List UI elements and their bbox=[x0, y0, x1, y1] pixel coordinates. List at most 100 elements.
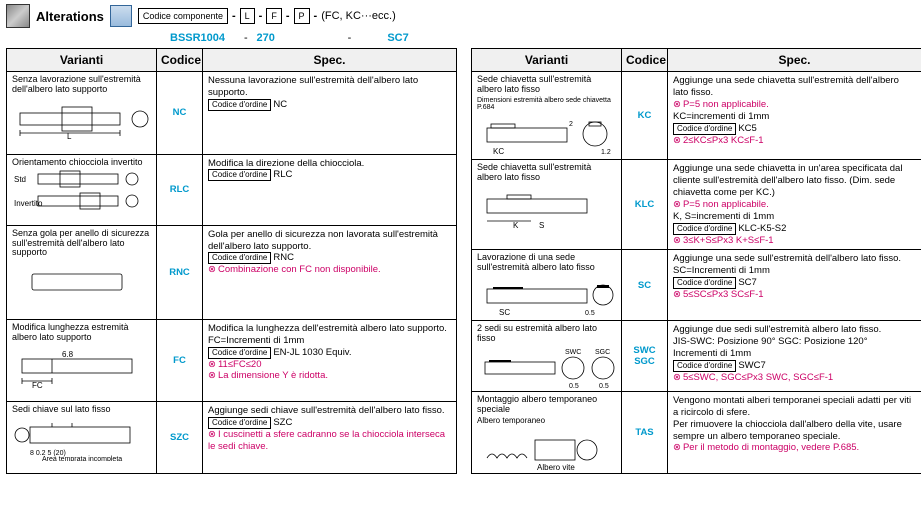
svg-text:Invertito: Invertito bbox=[14, 199, 43, 208]
variant-cell: Modifica lunghezza estremità albero lato… bbox=[7, 319, 157, 402]
col-varianti-r: Varianti bbox=[472, 49, 622, 72]
spec-cell: Aggiunge sedi chiave sull'estremità dell… bbox=[203, 402, 457, 473]
table-row: Orientamento chiocciola invertito Std Inve… bbox=[7, 154, 457, 225]
svg-text:S: S bbox=[539, 221, 544, 229]
example-row: BSSR1004 - 270 - SC7 bbox=[0, 32, 921, 44]
code-cell: RLC bbox=[157, 154, 203, 225]
code-cell: SZC bbox=[157, 402, 203, 473]
code-cell: KC bbox=[622, 72, 668, 160]
variant-diagram: KC 2 1.2 bbox=[477, 114, 616, 156]
col-codice-r: Codice bbox=[622, 49, 668, 72]
spec-cell: Modifica la direzione della chiocciola.C… bbox=[203, 154, 457, 225]
svg-text:KC: KC bbox=[493, 147, 504, 156]
variant-title: Lavorazione di una sede sull'estremità a… bbox=[477, 253, 616, 273]
variant-title: Sede chiavetta sull'estremità albero lat… bbox=[477, 75, 616, 95]
spec-cell: Nessuna lavorazione sull'estremità dell'… bbox=[203, 72, 457, 155]
svg-text:6.8: 6.8 bbox=[62, 350, 74, 359]
table-row: Modifica lunghezza estremità albero lato… bbox=[7, 319, 457, 402]
pattern-P: P bbox=[294, 8, 310, 24]
svg-text:0.5: 0.5 bbox=[569, 383, 579, 390]
code-cell: KLC bbox=[622, 160, 668, 250]
svg-text:0.5: 0.5 bbox=[599, 383, 609, 390]
code-cell: SWCSGC bbox=[622, 321, 668, 392]
example-L: 270 bbox=[252, 32, 280, 44]
code-cell: RNC bbox=[157, 225, 203, 319]
table-row: Sedi chiave sul lato fisso 8 0.2 5 (20)Ar… bbox=[7, 402, 457, 473]
left-table: Varianti Codice Spec. Senza lavorazione … bbox=[6, 48, 457, 474]
variant-title: Senza gola per anello di sicurezza sull'… bbox=[12, 229, 151, 259]
spec-cell: Aggiunge una sede sull'estremità dell'al… bbox=[668, 250, 921, 321]
spec-cell: Aggiunge una sede chiavetta sull'estremi… bbox=[668, 72, 921, 160]
variant-title: 2 sedi su estremità albero lato fisso bbox=[477, 324, 616, 344]
spec-cell: Modifica la lunghezza dell'estremità alb… bbox=[203, 319, 457, 402]
right-table: Varianti Codice Spec. Sede chiavetta sul… bbox=[471, 48, 921, 474]
table-row: 2 sedi su estremità albero lato fissoSWC… bbox=[472, 321, 921, 392]
variant-diagram: 6.8 FC bbox=[12, 345, 151, 387]
svg-text:2: 2 bbox=[569, 121, 573, 128]
pattern-row: Codice componente - L - F - P - (FC, KC·… bbox=[138, 8, 396, 24]
code-cell: SC bbox=[622, 250, 668, 321]
svg-text:SC: SC bbox=[499, 308, 510, 317]
alterations-icon bbox=[6, 4, 30, 28]
svg-text:SWC: SWC bbox=[565, 349, 581, 356]
svg-text:K: K bbox=[513, 221, 519, 229]
header-bar: Alterations Codice componente - L - F - … bbox=[0, 0, 921, 32]
variant-diagram: Albero vite bbox=[477, 428, 616, 470]
variant-cell: Sede chiavetta sull'estremità albero lat… bbox=[472, 160, 622, 250]
col-varianti: Varianti bbox=[7, 49, 157, 72]
col-spec-r: Spec. bbox=[668, 49, 921, 72]
code-cell: NC bbox=[157, 72, 203, 155]
spec-cell: Gola per anello di sicurezza non lavorat… bbox=[203, 225, 457, 319]
variant-diagram: SWC SGC 0.5 0.5 bbox=[477, 346, 616, 388]
example-opt: SC7 bbox=[387, 32, 408, 44]
doc-icon bbox=[110, 5, 132, 27]
spec-cell: Vengono montati alberi temporanei specia… bbox=[668, 391, 921, 473]
code-cell: TAS bbox=[622, 391, 668, 473]
variant-cell: Senza gola per anello di sicurezza sull'… bbox=[7, 225, 157, 319]
variant-diagram: L bbox=[12, 97, 151, 139]
variant-cell: Sedi chiave sul lato fisso 8 0.2 5 (20)Ar… bbox=[7, 402, 157, 473]
table-row: Senza lavorazione sull'estremità dell'al… bbox=[7, 72, 457, 155]
pattern-F: F bbox=[266, 8, 282, 24]
variant-title: Senza lavorazione sull'estremità dell'al… bbox=[12, 75, 151, 95]
spec-cell: Aggiunge due sedi sull'estremità albero … bbox=[668, 321, 921, 392]
col-codice: Codice bbox=[157, 49, 203, 72]
variant-diagram bbox=[12, 260, 151, 302]
variant-title: Sede chiavetta sull'estremità albero lat… bbox=[477, 163, 616, 183]
table-row: Lavorazione di una sede sull'estremità a… bbox=[472, 250, 921, 321]
tables-container: Varianti Codice Spec. Senza lavorazione … bbox=[0, 44, 921, 478]
variant-diagram: 8 0.2 5 (20)Area temprata incompleta bbox=[12, 417, 151, 459]
variant-title: Modifica lunghezza estremità albero lato… bbox=[12, 323, 151, 343]
svg-text:1.2: 1.2 bbox=[601, 149, 611, 156]
code-cell: FC bbox=[157, 319, 203, 402]
pattern-L: L bbox=[240, 8, 255, 24]
svg-text:L: L bbox=[67, 132, 72, 141]
table-row: Senza gola per anello di sicurezza sull'… bbox=[7, 225, 457, 319]
table-row: Montaggio albero temporaneo speciale Albe… bbox=[472, 391, 921, 473]
svg-text:SGC: SGC bbox=[595, 349, 610, 356]
codice-componente-label: Codice componente bbox=[138, 8, 228, 24]
variant-title: Montaggio albero temporaneo speciale bbox=[477, 395, 616, 415]
table-row: Sede chiavetta sull'estremità albero lat… bbox=[472, 72, 921, 160]
variant-cell: Senza lavorazione sull'estremità dell'al… bbox=[7, 72, 157, 155]
variant-diagram: KS bbox=[477, 185, 616, 227]
spec-cell: Aggiunge una sede chiavetta in un'area s… bbox=[668, 160, 921, 250]
svg-text:Area temprata incompleta: Area temprata incompleta bbox=[42, 456, 122, 461]
variant-title: Orientamento chiocciola invertito bbox=[12, 158, 151, 168]
variant-diagram: Std Invertito bbox=[12, 170, 151, 212]
svg-text:FC: FC bbox=[32, 381, 43, 389]
variant-diagram: SC 0.5 bbox=[477, 275, 616, 317]
svg-text:0.5: 0.5 bbox=[585, 310, 595, 317]
variant-cell: Lavorazione di una sede sull'estremità a… bbox=[472, 250, 622, 321]
variant-cell: Sede chiavetta sull'estremità albero lat… bbox=[472, 72, 622, 160]
pattern-opt: (FC, KC···ecc.) bbox=[321, 10, 396, 22]
col-spec: Spec. bbox=[203, 49, 457, 72]
variant-cell: Montaggio albero temporaneo speciale Albe… bbox=[472, 391, 622, 473]
alterations-label: Alterations bbox=[36, 9, 104, 24]
variant-cell: Orientamento chiocciola invertito Std Inve… bbox=[7, 154, 157, 225]
variant-title: Sedi chiave sul lato fisso bbox=[12, 405, 151, 415]
variant-cell: 2 sedi su estremità albero lato fissoSWC… bbox=[472, 321, 622, 392]
example-code: BSSR1004 bbox=[170, 32, 240, 44]
svg-text:Std: Std bbox=[14, 175, 26, 184]
table-row: Sede chiavetta sull'estremità albero lat… bbox=[472, 160, 921, 250]
